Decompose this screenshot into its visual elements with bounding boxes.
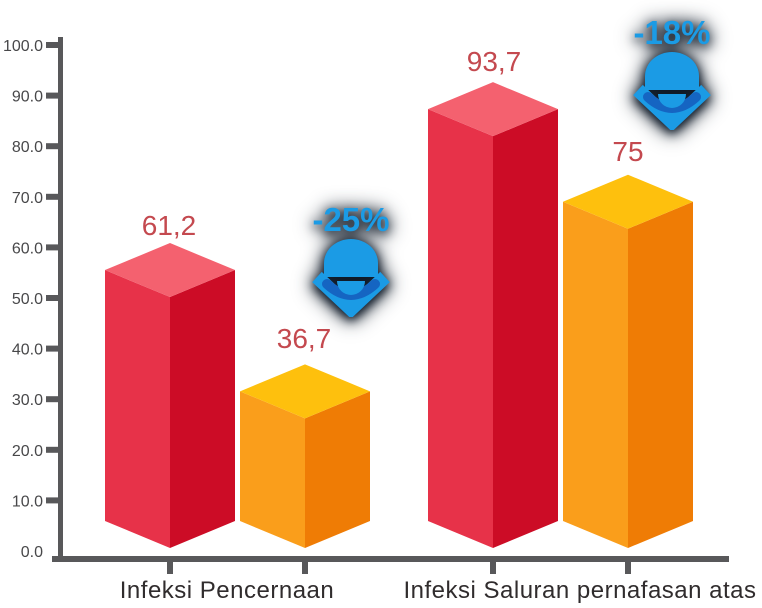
bar-face-right <box>628 201 693 548</box>
x-axis-line <box>52 556 729 562</box>
decrease-arrow-icon <box>633 52 711 130</box>
y-tick-label: 40.0 <box>12 342 43 359</box>
y-tick <box>46 193 58 200</box>
bar-face-top <box>428 82 558 137</box>
bar-face-right <box>305 391 370 548</box>
bar-face-left <box>563 201 628 548</box>
decrease-badge-1-label: -25% <box>312 201 390 238</box>
bar-face-left <box>240 391 305 548</box>
bar-face-top <box>240 364 370 419</box>
y-tick <box>46 497 58 504</box>
value-label-red-1: 61,2 <box>141 210 197 241</box>
y-tick-label: 20.0 <box>12 443 43 460</box>
bar-face-top <box>105 243 235 298</box>
y-tick-label: 0.0 <box>21 544 43 561</box>
y-tick-label: 10.0 <box>12 493 43 510</box>
decrease-badge-2-label: -18% <box>633 14 711 51</box>
bar-face-top <box>563 174 693 229</box>
y-tick <box>46 345 58 352</box>
bar-face-left <box>105 270 170 548</box>
y-axis-line <box>58 37 63 560</box>
y-tick <box>46 396 58 403</box>
decrease-badge-1: -25% <box>312 203 390 317</box>
y-tick-label: 100.0 <box>3 38 43 55</box>
bar-orange-2 <box>563 174 693 548</box>
y-tick-label: 30.0 <box>12 392 43 409</box>
y-tick <box>46 446 58 453</box>
y-tick <box>46 92 58 99</box>
x-tick <box>167 562 173 574</box>
y-tick-label: 70.0 <box>12 190 43 207</box>
y-tick <box>46 42 58 48</box>
y-tick-label: 50.0 <box>12 291 43 308</box>
y-tick <box>46 143 58 150</box>
y-tick-label: 80.0 <box>12 139 43 156</box>
value-label-orange-1: 36,7 <box>276 323 332 354</box>
category-label-1: Infeksi Pencernaan <box>119 577 335 604</box>
bar-red-2 <box>428 82 558 548</box>
x-tick <box>625 562 631 574</box>
value-label-orange-2: 75 <box>612 136 644 167</box>
y-tick-label: 90.0 <box>12 89 43 106</box>
bar-orange-1 <box>240 364 370 548</box>
bar-face-left <box>428 109 493 548</box>
bar-face-right <box>493 109 558 548</box>
value-label-red-2: 93,7 <box>466 46 522 77</box>
y-tick-label: 60.0 <box>12 240 43 257</box>
bar-face-right <box>170 270 235 548</box>
category-label-2: Infeksi Saluran pernafasan atas <box>403 577 757 604</box>
y-tick <box>46 244 58 251</box>
decrease-arrow-icon <box>312 239 390 317</box>
x-tick <box>490 562 496 574</box>
bar-red-1 <box>105 243 235 548</box>
x-tick <box>302 562 308 574</box>
y-tick <box>46 295 58 301</box>
decrease-badge-2: -18% <box>633 16 711 130</box>
